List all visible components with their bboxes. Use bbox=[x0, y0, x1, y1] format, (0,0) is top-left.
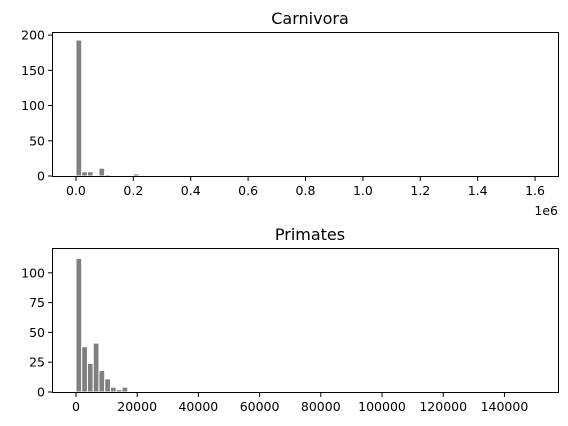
primates-bar bbox=[98, 370, 106, 393]
primates-bar bbox=[86, 362, 94, 393]
primates-bar bbox=[92, 342, 100, 393]
carnivora-x-tick-label: 1.6 bbox=[525, 183, 545, 198]
carnivora-bar bbox=[81, 171, 88, 177]
primates-x-tick-label: 140000 bbox=[481, 399, 529, 414]
primates-bar bbox=[81, 346, 88, 393]
primates-bar bbox=[115, 389, 123, 393]
carnivora-y-tick-label: 0 bbox=[37, 169, 45, 184]
primates-title: Primates bbox=[275, 225, 345, 244]
primates-x-tick-label: 20000 bbox=[117, 399, 157, 414]
primates-bar bbox=[104, 378, 111, 393]
carnivora-x-tick-label: 0.2 bbox=[123, 183, 143, 198]
primates-y-tick-label: 100 bbox=[21, 265, 45, 280]
primates-x-ticks: 0 20000 40000 60000 80000 100000 120000 140000 bbox=[72, 392, 528, 414]
carnivora-y-tick-label: 200 bbox=[21, 28, 45, 43]
carnivora-x-tick-label: 0.8 bbox=[296, 183, 316, 198]
carnivora-x-tick-label: 0.4 bbox=[181, 183, 201, 198]
carnivora-bar bbox=[132, 173, 140, 177]
carnivora-y-tick-label: 100 bbox=[21, 98, 45, 113]
carnivora-bar bbox=[104, 174, 111, 177]
carnivora-bar bbox=[75, 39, 83, 177]
carnivora-x-tick-label: 0.0 bbox=[66, 183, 86, 198]
primates-x-tick-label: 120000 bbox=[419, 399, 467, 414]
carnivora-x-offset-label: 1e6 bbox=[534, 203, 558, 218]
primates-x-tick-label: 60000 bbox=[240, 399, 280, 414]
carnivora-x-ticks: 0.0 0.2 0.4 0.6 0.8 1.0 1.2 1.4 1.6 bbox=[66, 176, 545, 198]
primates-y-tick-label: 75 bbox=[29, 295, 45, 310]
primates-panel: Primates 0 25 50 75 100 0 20000 40000 60000 8000… bbox=[21, 225, 559, 414]
carnivora-bars bbox=[75, 39, 163, 177]
carnivora-x-tick-label: 1.4 bbox=[468, 183, 488, 198]
primates-y-ticks: 0 25 50 75 100 bbox=[21, 265, 53, 400]
primates-axes-frame bbox=[52, 248, 559, 393]
primates-y-tick-label: 25 bbox=[29, 355, 45, 370]
carnivora-y-ticks: 0 50 100 150 200 bbox=[21, 28, 53, 184]
carnivora-x-tick-label: 0.6 bbox=[238, 183, 258, 198]
primates-bar bbox=[75, 258, 83, 393]
primates-bar bbox=[121, 386, 129, 393]
primates-x-tick-label: 100000 bbox=[358, 399, 406, 414]
carnivora-bar bbox=[109, 174, 117, 177]
primates-y-tick-label: 0 bbox=[37, 385, 45, 400]
primates-x-tick-label: 80000 bbox=[301, 399, 341, 414]
carnivora-x-tick-label: 1.0 bbox=[353, 183, 373, 198]
carnivora-x-tick-label: 1.2 bbox=[410, 183, 430, 198]
primates-y-tick-label: 50 bbox=[29, 325, 45, 340]
carnivora-bar bbox=[98, 167, 106, 177]
primates-bars bbox=[75, 258, 129, 393]
primates-bar bbox=[109, 386, 117, 393]
carnivora-axes-frame bbox=[52, 32, 559, 177]
carnivora-y-tick-label: 150 bbox=[21, 63, 45, 78]
carnivora-title: Carnivora bbox=[271, 9, 349, 28]
carnivora-bar bbox=[155, 174, 163, 177]
carnivora-bar bbox=[86, 171, 94, 177]
primates-x-tick-label: 0 bbox=[72, 399, 80, 414]
carnivora-y-tick-label: 50 bbox=[29, 133, 45, 148]
primates-x-tick-label: 40000 bbox=[178, 399, 218, 414]
carnivora-panel: Carnivora 0 50 100 150 200 0.0 0.2 0.4 0.6 0.8 1.… bbox=[21, 9, 559, 218]
carnivora-bar bbox=[92, 174, 100, 177]
